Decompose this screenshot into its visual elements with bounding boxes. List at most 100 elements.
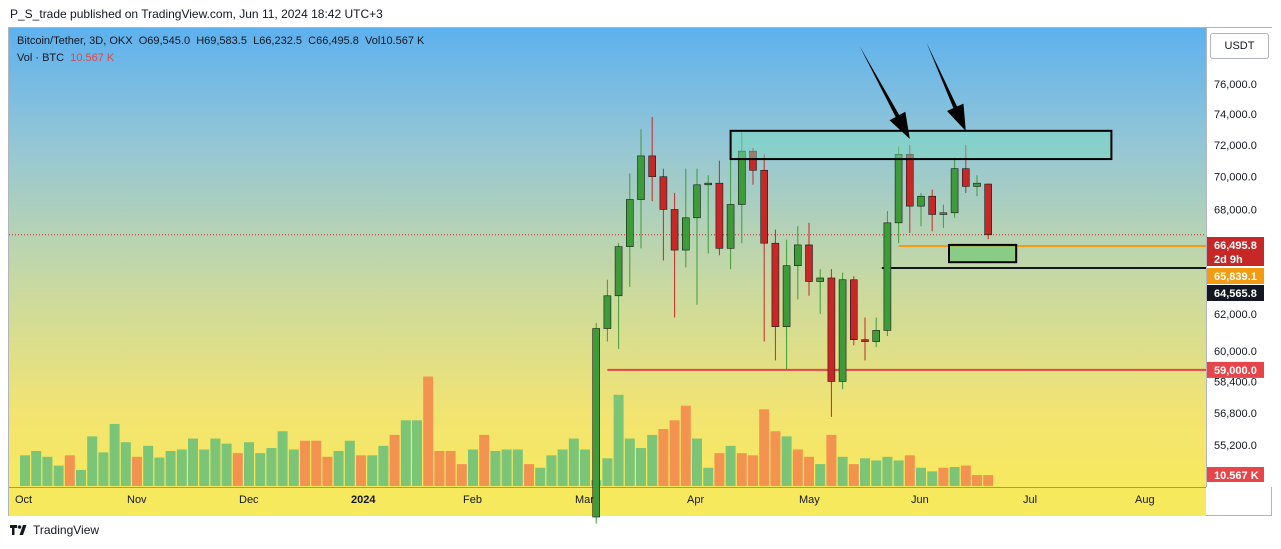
candle-body bbox=[917, 195, 925, 207]
brand-name: TradingView bbox=[33, 523, 100, 537]
volume-bar bbox=[781, 436, 792, 486]
legend-volume: Vol · BTC 10.567 K bbox=[17, 52, 114, 64]
volume-bar bbox=[322, 456, 333, 486]
candle-body bbox=[861, 339, 869, 342]
volume-bar bbox=[445, 450, 456, 486]
volume-bar bbox=[120, 442, 131, 486]
volume-bar bbox=[232, 453, 243, 486]
price-label-text: 66,495.8 bbox=[1214, 240, 1257, 252]
volume-bar bbox=[725, 445, 736, 486]
currency-button[interactable]: USDT bbox=[1210, 33, 1269, 59]
price-tick-label: 76,000.0 bbox=[1214, 79, 1257, 91]
candle-body bbox=[838, 279, 847, 382]
price-tick-label: 70,000.0 bbox=[1214, 172, 1257, 184]
time-axis[interactable] bbox=[9, 487, 1206, 516]
resistance-zone bbox=[729, 129, 1113, 161]
volume-bar bbox=[199, 449, 210, 486]
volume-bar bbox=[412, 420, 422, 486]
volume-bar bbox=[277, 431, 288, 486]
volume-bar bbox=[456, 464, 467, 486]
volume-bar bbox=[624, 438, 635, 486]
time-tick-label: Mar bbox=[575, 494, 594, 506]
volume-bar bbox=[98, 452, 109, 486]
volume-bar bbox=[367, 455, 378, 486]
candle-body bbox=[648, 155, 657, 178]
volume-bar bbox=[871, 460, 882, 486]
candle-body bbox=[950, 168, 959, 214]
legend-vol-value: 10.567 K bbox=[70, 52, 115, 64]
candle-body bbox=[670, 209, 679, 251]
volume-bar bbox=[109, 423, 120, 486]
volume-label-box bbox=[1207, 467, 1264, 482]
volume-bar bbox=[288, 449, 299, 486]
volume-bar bbox=[938, 467, 949, 486]
volume-bar bbox=[165, 450, 176, 486]
price-tick-label: 72,000.0 bbox=[1214, 140, 1257, 152]
volume-bar bbox=[669, 420, 680, 486]
volume-bar bbox=[960, 465, 971, 486]
candle-body bbox=[872, 330, 881, 342]
time-tick-label: May bbox=[799, 494, 820, 506]
price-tick-label: 74,000.0 bbox=[1214, 109, 1257, 121]
volume-bar bbox=[266, 448, 277, 486]
candle-body bbox=[905, 154, 914, 207]
volume-bar bbox=[188, 438, 198, 486]
volume-bar bbox=[714, 453, 725, 486]
candle-body bbox=[782, 265, 791, 327]
legend-open: O69,545.0 bbox=[138, 35, 191, 47]
time-tick-label: Dec bbox=[239, 494, 259, 506]
volume-bar bbox=[546, 455, 557, 486]
candle-body bbox=[659, 176, 668, 210]
volume-bar bbox=[602, 458, 613, 486]
time-tick-label: Feb bbox=[463, 494, 482, 506]
volume-bar bbox=[87, 436, 98, 486]
volume-bar bbox=[848, 464, 859, 486]
volume-bar bbox=[860, 458, 870, 486]
time-tick-label: Nov bbox=[127, 494, 147, 506]
volume-bar bbox=[210, 438, 221, 486]
volume-bar bbox=[647, 434, 658, 486]
volume-bar bbox=[501, 449, 512, 486]
volume-bar bbox=[692, 438, 702, 486]
volume-bar bbox=[658, 429, 669, 486]
time-ticks: Oct Nov Dec 2024 Feb Mar Apr May Jun Jul Aug bbox=[15, 494, 1155, 506]
legend-low: L66,232.5 bbox=[253, 35, 303, 47]
candle-body bbox=[939, 212, 948, 215]
price-tick-label: 56,800.0 bbox=[1214, 408, 1257, 420]
volume-bar bbox=[759, 409, 770, 486]
volume-bar bbox=[736, 453, 747, 486]
volume-bar bbox=[557, 449, 568, 486]
candle-body bbox=[693, 184, 701, 219]
demand-zone bbox=[948, 243, 1018, 264]
volume-bar bbox=[154, 457, 165, 486]
legend-close: C66,495.8 bbox=[308, 35, 359, 47]
legend-ohlc: Bitcoin/Tether, 3D, OKX O69,545.0 H69,58… bbox=[17, 35, 424, 47]
volume-bar bbox=[580, 449, 590, 486]
price-tick-label: 62,000.0 bbox=[1214, 309, 1257, 321]
down-arrow-icon bbox=[926, 42, 966, 132]
candle-body bbox=[749, 150, 757, 171]
candle-body bbox=[984, 183, 993, 236]
candle-body bbox=[805, 244, 813, 282]
volume-bar bbox=[524, 464, 534, 486]
volume-bar bbox=[31, 450, 42, 486]
volume-bar bbox=[356, 455, 366, 486]
volume-bar bbox=[770, 431, 781, 486]
candle-body bbox=[760, 169, 769, 244]
time-tick-label: Jul bbox=[1023, 494, 1037, 506]
price-tick-label: 68,000.0 bbox=[1214, 204, 1257, 216]
volume-bar bbox=[64, 455, 75, 486]
price-tick-label: 58,400.0 bbox=[1214, 376, 1257, 388]
volume-bar bbox=[949, 467, 960, 486]
volume-bar bbox=[20, 455, 30, 486]
volume-label-text: 10.567 K bbox=[1214, 470, 1259, 482]
time-tick-label: Oct bbox=[15, 494, 32, 506]
volume-bar bbox=[748, 455, 758, 486]
tradingview-brand[interactable]: TradingView bbox=[10, 523, 99, 537]
volume-bar bbox=[703, 467, 714, 486]
candle-body bbox=[928, 195, 937, 215]
volume-bar bbox=[76, 469, 86, 486]
volume-bar bbox=[893, 460, 904, 486]
volume-bar bbox=[479, 434, 490, 486]
